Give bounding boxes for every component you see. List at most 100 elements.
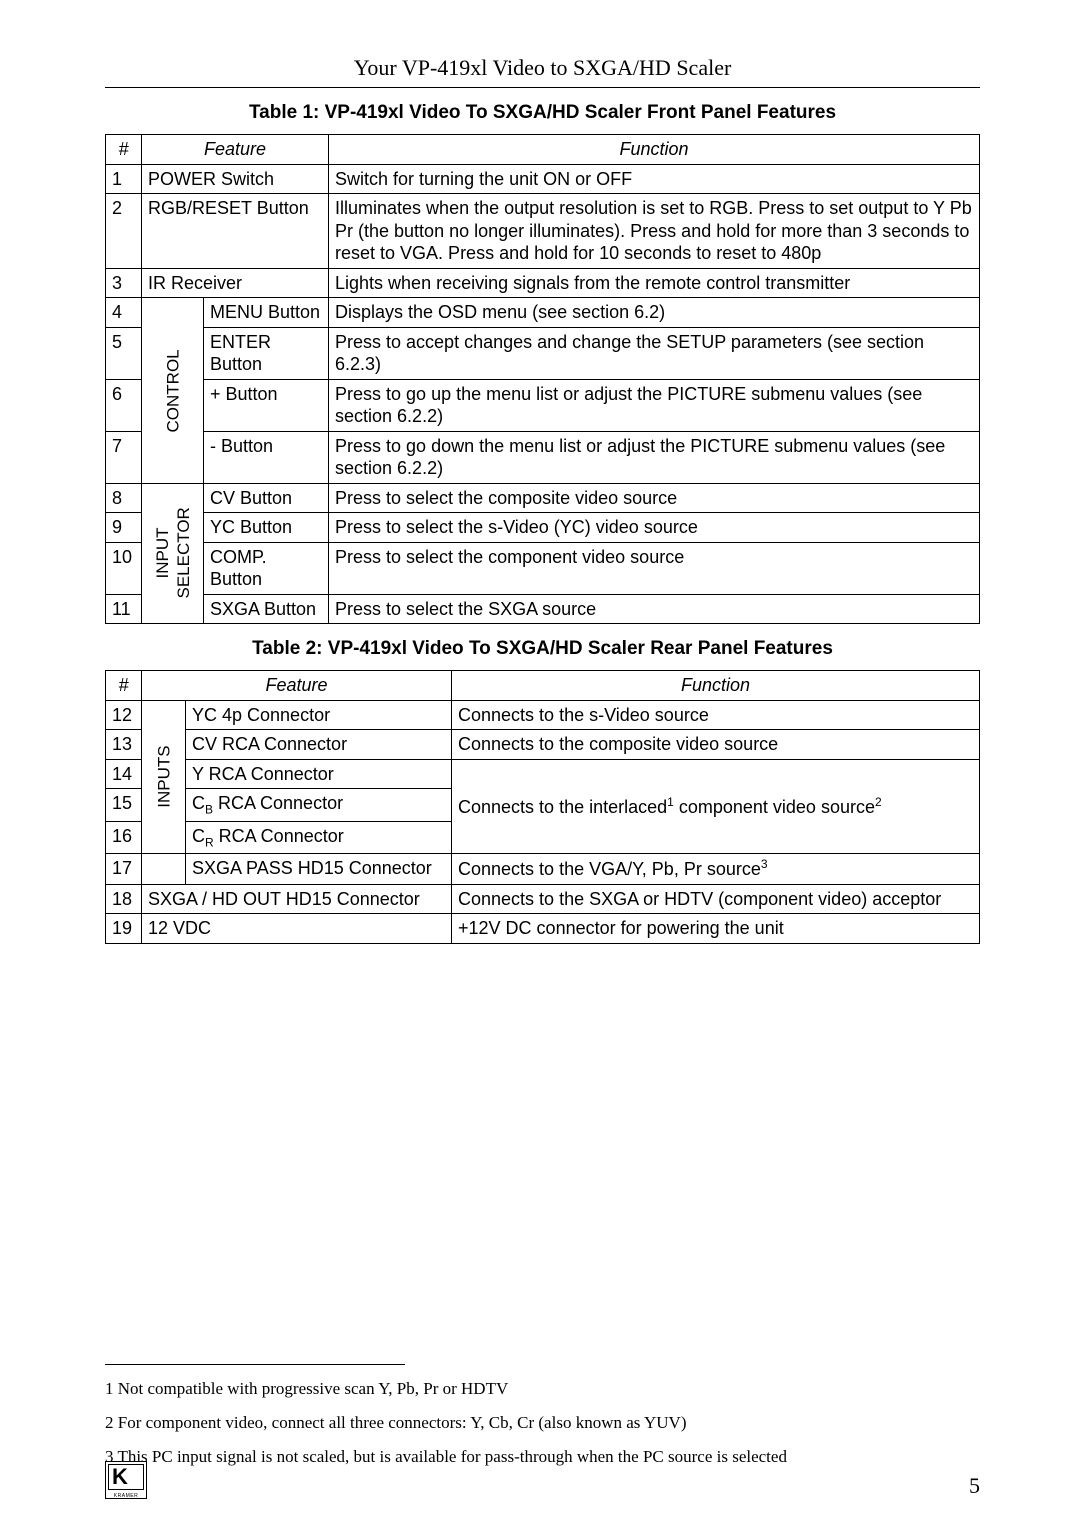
logo-brand-text: KRAMER bbox=[106, 1493, 146, 1499]
row-num: 16 bbox=[106, 821, 142, 854]
row-num: 15 bbox=[106, 789, 142, 822]
row-feature: YC Button bbox=[204, 513, 329, 543]
table-header-row: # Feature Function bbox=[106, 671, 980, 701]
row-function: Switch for turning the unit ON or OFF bbox=[329, 164, 980, 194]
row-function: Connects to the composite video source bbox=[452, 730, 980, 760]
row-num: 12 bbox=[106, 700, 142, 730]
row-function: Connects to the interlaced1 component vi… bbox=[452, 759, 980, 854]
row-num: 3 bbox=[106, 268, 142, 298]
row-num: 11 bbox=[106, 594, 142, 624]
table-row: 13 CV RCA Connector Connects to the comp… bbox=[106, 730, 980, 760]
page-footer: K KRAMER 5 bbox=[105, 1461, 980, 1499]
footnotes: 1 Not compatible with progressive scan Y… bbox=[105, 1364, 980, 1467]
footnote-1: 1 Not compatible with progressive scan Y… bbox=[105, 1379, 980, 1399]
row-function: Press to select the composite video sour… bbox=[329, 483, 980, 513]
table-row: 7 - Button Press to go down the menu lis… bbox=[106, 431, 980, 483]
table-row: 11 SXGA Button Press to select the SXGA … bbox=[106, 594, 980, 624]
group-inputs: INPUTS bbox=[142, 700, 186, 854]
table-row: 12 INPUTS YC 4p Connector Connects to th… bbox=[106, 700, 980, 730]
row-feature: CB RCA Connector bbox=[186, 789, 452, 822]
table-header-row: # Feature Function bbox=[106, 135, 980, 165]
row-feature: SXGA Button bbox=[204, 594, 329, 624]
row-feature: SXGA PASS HD15 Connector bbox=[186, 854, 452, 885]
row-feature: COMP. Button bbox=[204, 542, 329, 594]
row-feature: 12 VDC bbox=[142, 914, 452, 944]
blank-cell bbox=[142, 854, 186, 885]
table1-caption: Table 1: VP-419xl Video To SXGA/HD Scale… bbox=[105, 102, 980, 124]
table-row: 2 RGB/RESET Button Illuminates when the … bbox=[106, 194, 980, 269]
table-row: 5 ENTER Button Press to accept changes a… bbox=[106, 327, 980, 379]
table2-caption: Table 2: VP-419xl Video To SXGA/HD Scale… bbox=[105, 638, 980, 660]
kramer-logo-icon: K KRAMER bbox=[105, 1461, 147, 1499]
row-num: 9 bbox=[106, 513, 142, 543]
logo-glyph: K bbox=[112, 1466, 128, 1488]
row-function: Illuminates when the output resolution i… bbox=[329, 194, 980, 269]
row-function: Displays the OSD menu (see section 6.2) bbox=[329, 298, 980, 328]
col-function: Function bbox=[329, 135, 980, 165]
row-num: 7 bbox=[106, 431, 142, 483]
footnote-2: 2 For component video, connect all three… bbox=[105, 1413, 980, 1433]
table-row: 17 SXGA PASS HD15 Connector Connects to … bbox=[106, 854, 980, 885]
row-function: Press to select the SXGA source bbox=[329, 594, 980, 624]
row-feature: CR RCA Connector bbox=[186, 821, 452, 854]
table-row: 8 INPUTSELECTOR CV Button Press to selec… bbox=[106, 483, 980, 513]
row-feature: SXGA / HD OUT HD15 Connector bbox=[142, 884, 452, 914]
table-row: 6 + Button Press to go up the menu list … bbox=[106, 379, 980, 431]
row-num: 2 bbox=[106, 194, 142, 269]
row-function: Connects to the VGA/Y, Pb, Pr source3 bbox=[452, 854, 980, 885]
row-feature: - Button bbox=[204, 431, 329, 483]
row-num: 4 bbox=[106, 298, 142, 328]
col-feature: Feature bbox=[142, 135, 329, 165]
row-feature: MENU Button bbox=[204, 298, 329, 328]
table-row: 18 SXGA / HD OUT HD15 Connector Connects… bbox=[106, 884, 980, 914]
row-feature: + Button bbox=[204, 379, 329, 431]
table-row: 3 IR Receiver Lights when receiving sign… bbox=[106, 268, 980, 298]
row-num: 5 bbox=[106, 327, 142, 379]
table-row: 14 Y RCA Connector Connects to the inter… bbox=[106, 759, 980, 789]
group-label-line2: SELECTOR bbox=[174, 508, 193, 599]
row-feature: IR Receiver bbox=[142, 268, 329, 298]
table-row: 1 POWER Switch Switch for turning the un… bbox=[106, 164, 980, 194]
page-number: 5 bbox=[969, 1473, 980, 1499]
row-function: Press to go up the menu list or adjust t… bbox=[329, 379, 980, 431]
row-num: 6 bbox=[106, 379, 142, 431]
row-feature: YC 4p Connector bbox=[186, 700, 452, 730]
row-function: +12V DC connector for powering the unit bbox=[452, 914, 980, 944]
row-feature: CV RCA Connector bbox=[186, 730, 452, 760]
row-num: 8 bbox=[106, 483, 142, 513]
row-num: 1 bbox=[106, 164, 142, 194]
row-num: 13 bbox=[106, 730, 142, 760]
row-num: 19 bbox=[106, 914, 142, 944]
col-num: # bbox=[106, 135, 142, 165]
row-function: Press to select the s-Video (YC) video s… bbox=[329, 513, 980, 543]
col-feature: Feature bbox=[142, 671, 452, 701]
row-feature: Y RCA Connector bbox=[186, 759, 452, 789]
row-num: 10 bbox=[106, 542, 142, 594]
page-header: Your VP-419xl Video to SXGA/HD Scaler bbox=[105, 55, 980, 88]
group-label-line1: INPUT bbox=[152, 528, 171, 579]
row-feature: ENTER Button bbox=[204, 327, 329, 379]
row-feature: POWER Switch bbox=[142, 164, 329, 194]
table-row: 9 YC Button Press to select the s-Video … bbox=[106, 513, 980, 543]
col-num: # bbox=[106, 671, 142, 701]
row-num: 14 bbox=[106, 759, 142, 789]
row-function: Press to go down the menu list or adjust… bbox=[329, 431, 980, 483]
row-function: Connects to the SXGA or HDTV (component … bbox=[452, 884, 980, 914]
table-row: 4 CONTROL MENU Button Displays the OSD m… bbox=[106, 298, 980, 328]
group-input-selector: INPUTSELECTOR bbox=[142, 483, 204, 624]
col-function: Function bbox=[452, 671, 980, 701]
front-panel-table: # Feature Function 1 POWER Switch Switch… bbox=[105, 134, 980, 624]
rear-panel-table: # Feature Function 12 INPUTS YC 4p Conne… bbox=[105, 670, 980, 944]
table-row: 10 COMP. Button Press to select the comp… bbox=[106, 542, 980, 594]
row-feature: CV Button bbox=[204, 483, 329, 513]
row-function: Press to select the component video sour… bbox=[329, 542, 980, 594]
table-row: 19 12 VDC +12V DC connector for powering… bbox=[106, 914, 980, 944]
row-function: Press to accept changes and change the S… bbox=[329, 327, 980, 379]
row-function: Lights when receiving signals from the r… bbox=[329, 268, 980, 298]
row-feature: RGB/RESET Button bbox=[142, 194, 329, 269]
row-function: Connects to the s-Video source bbox=[452, 700, 980, 730]
row-num: 17 bbox=[106, 854, 142, 885]
footnote-separator bbox=[105, 1364, 405, 1365]
row-num: 18 bbox=[106, 884, 142, 914]
group-control: CONTROL bbox=[142, 298, 204, 484]
